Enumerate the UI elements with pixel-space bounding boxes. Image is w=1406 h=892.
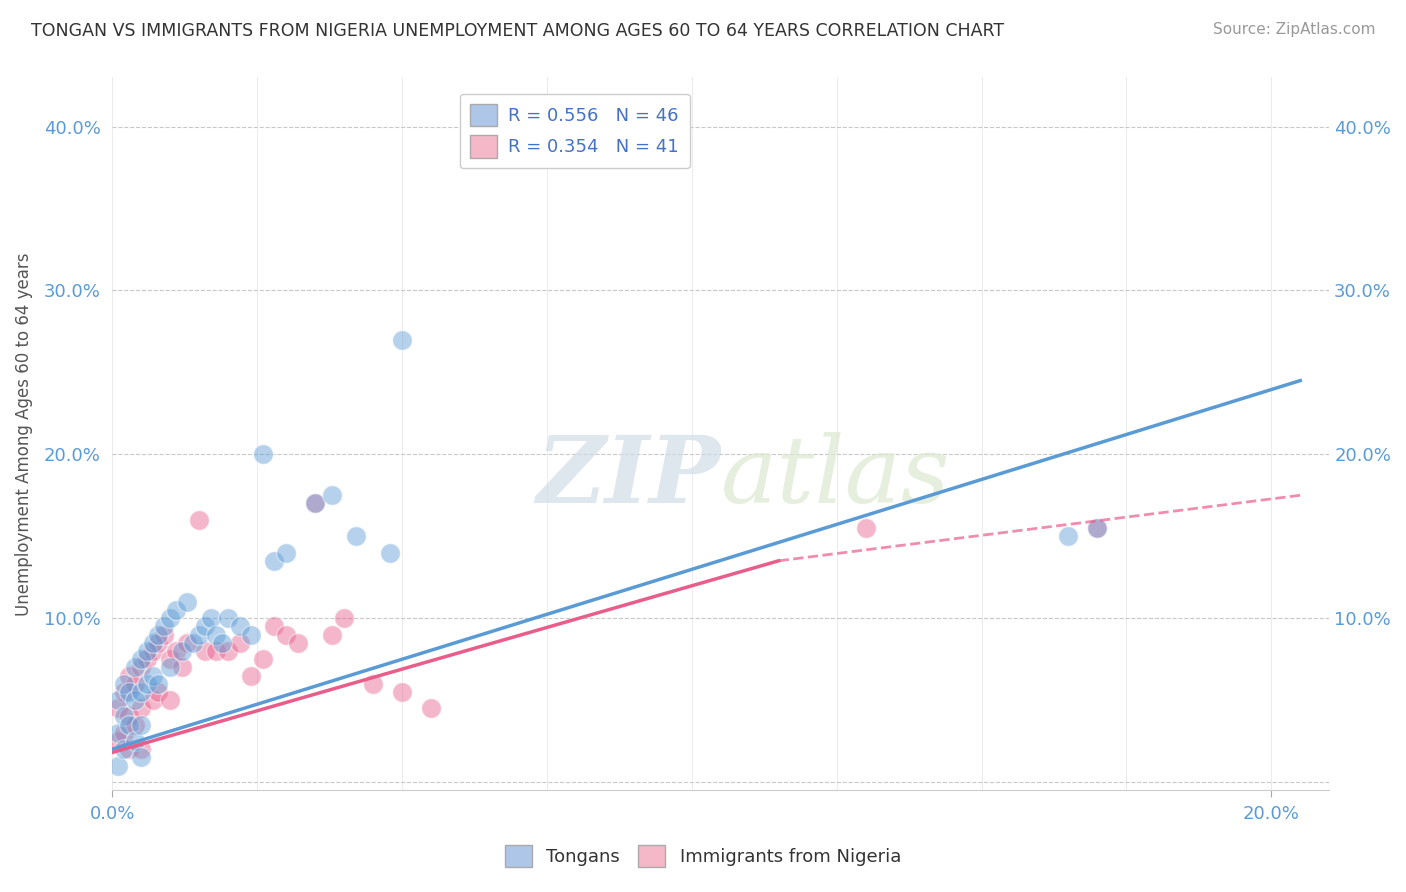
Point xyxy=(159,652,181,666)
Point xyxy=(419,701,441,715)
Point xyxy=(217,611,239,625)
Point xyxy=(159,611,181,625)
Point xyxy=(148,676,170,690)
Point xyxy=(321,627,343,641)
Point xyxy=(361,676,384,690)
Point xyxy=(165,603,187,617)
Point xyxy=(391,685,413,699)
Text: Source: ZipAtlas.com: Source: ZipAtlas.com xyxy=(1212,22,1375,37)
Point xyxy=(112,726,135,740)
Point xyxy=(176,595,198,609)
Point xyxy=(118,709,141,723)
Point xyxy=(142,668,165,682)
Point xyxy=(228,636,250,650)
Point xyxy=(107,758,129,772)
Point xyxy=(118,668,141,682)
Point xyxy=(170,644,193,658)
Point xyxy=(107,693,129,707)
Point xyxy=(287,636,309,650)
Point xyxy=(263,619,285,633)
Point xyxy=(112,742,135,756)
Point xyxy=(200,611,222,625)
Legend: R = 0.556   N = 46, R = 0.354   N = 41: R = 0.556 N = 46, R = 0.354 N = 41 xyxy=(460,94,690,169)
Point xyxy=(107,701,129,715)
Text: ZIP: ZIP xyxy=(537,432,721,522)
Point xyxy=(333,611,356,625)
Point xyxy=(1087,521,1109,535)
Point xyxy=(159,660,181,674)
Point xyxy=(153,627,176,641)
Text: TONGAN VS IMMIGRANTS FROM NIGERIA UNEMPLOYMENT AMONG AGES 60 TO 64 YEARS CORRELA: TONGAN VS IMMIGRANTS FROM NIGERIA UNEMPL… xyxy=(31,22,1004,40)
Legend: Tongans, Immigrants from Nigeria: Tongans, Immigrants from Nigeria xyxy=(498,838,908,874)
Point xyxy=(170,660,193,674)
Point xyxy=(240,627,263,641)
Point xyxy=(148,636,170,650)
Point xyxy=(1057,529,1080,543)
Point xyxy=(240,668,263,682)
Point xyxy=(124,734,146,748)
Point xyxy=(855,521,877,535)
Point xyxy=(304,496,326,510)
Point xyxy=(124,717,146,731)
Point xyxy=(112,685,135,699)
Point xyxy=(321,488,343,502)
Point xyxy=(129,660,152,674)
Point xyxy=(129,701,152,715)
Point xyxy=(228,619,250,633)
Point xyxy=(148,685,170,699)
Point xyxy=(176,636,198,650)
Point xyxy=(118,717,141,731)
Point xyxy=(135,644,157,658)
Point xyxy=(304,496,326,510)
Point xyxy=(129,652,152,666)
Point xyxy=(344,529,367,543)
Point xyxy=(124,660,146,674)
Point xyxy=(252,652,274,666)
Point xyxy=(380,546,402,560)
Point xyxy=(159,693,181,707)
Point xyxy=(205,627,228,641)
Point xyxy=(263,554,285,568)
Point xyxy=(274,546,297,560)
Point xyxy=(153,619,176,633)
Point xyxy=(107,734,129,748)
Point xyxy=(1087,521,1109,535)
Point xyxy=(188,513,211,527)
Point xyxy=(129,742,152,756)
Point xyxy=(129,750,152,764)
Point xyxy=(391,333,413,347)
Point xyxy=(107,726,129,740)
Point xyxy=(188,627,211,641)
Point xyxy=(124,693,146,707)
Point xyxy=(129,685,152,699)
Y-axis label: Unemployment Among Ages 60 to 64 years: Unemployment Among Ages 60 to 64 years xyxy=(15,252,32,615)
Point xyxy=(217,644,239,658)
Point xyxy=(124,676,146,690)
Point xyxy=(118,685,141,699)
Point xyxy=(194,644,217,658)
Point xyxy=(165,644,187,658)
Point xyxy=(135,676,157,690)
Point xyxy=(112,709,135,723)
Point xyxy=(142,693,165,707)
Point xyxy=(211,636,233,650)
Point xyxy=(118,742,141,756)
Text: atlas: atlas xyxy=(721,432,950,522)
Point xyxy=(112,676,135,690)
Point xyxy=(274,627,297,641)
Point xyxy=(142,636,165,650)
Point xyxy=(205,644,228,658)
Point xyxy=(194,619,217,633)
Point xyxy=(135,652,157,666)
Point xyxy=(148,627,170,641)
Point xyxy=(129,717,152,731)
Point xyxy=(181,636,204,650)
Point xyxy=(142,644,165,658)
Point xyxy=(252,447,274,461)
